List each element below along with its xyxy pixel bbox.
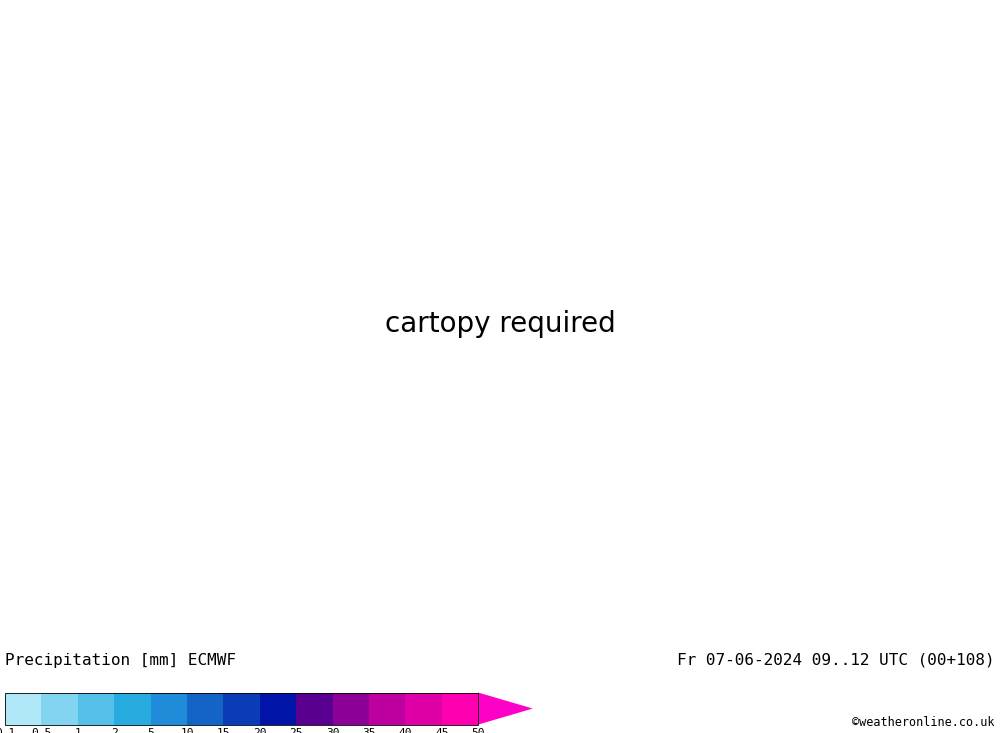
Polygon shape <box>478 693 533 724</box>
Polygon shape <box>151 693 187 724</box>
Text: Fr 07-06-2024 09..12 UTC (00+108): Fr 07-06-2024 09..12 UTC (00+108) <box>677 653 995 668</box>
Polygon shape <box>5 693 41 724</box>
Polygon shape <box>260 693 296 724</box>
Polygon shape <box>187 693 223 724</box>
Polygon shape <box>369 693 405 724</box>
Text: 45: 45 <box>435 728 449 733</box>
Polygon shape <box>442 693 478 724</box>
Polygon shape <box>405 693 442 724</box>
Polygon shape <box>296 693 333 724</box>
Text: 1: 1 <box>74 728 81 733</box>
Text: 5: 5 <box>147 728 154 733</box>
Polygon shape <box>78 693 114 724</box>
Text: 20: 20 <box>253 728 267 733</box>
Text: 25: 25 <box>289 728 303 733</box>
Text: 2: 2 <box>111 728 118 733</box>
Polygon shape <box>114 693 151 724</box>
Text: 40: 40 <box>399 728 412 733</box>
Text: 0.1: 0.1 <box>0 728 15 733</box>
Polygon shape <box>333 693 369 724</box>
Text: 50: 50 <box>471 728 485 733</box>
Polygon shape <box>223 693 260 724</box>
Text: Precipitation [mm] ECMWF: Precipitation [mm] ECMWF <box>5 653 236 668</box>
Text: 15: 15 <box>217 728 230 733</box>
Text: ©weatheronline.co.uk: ©weatheronline.co.uk <box>852 716 995 729</box>
Text: 10: 10 <box>180 728 194 733</box>
Text: cartopy required: cartopy required <box>385 310 615 339</box>
Text: 35: 35 <box>362 728 376 733</box>
Text: 30: 30 <box>326 728 339 733</box>
Polygon shape <box>41 693 78 724</box>
Text: 0.5: 0.5 <box>31 728 52 733</box>
